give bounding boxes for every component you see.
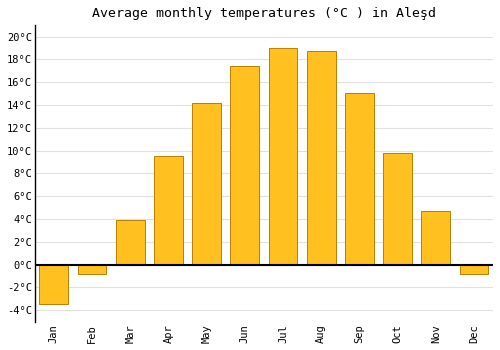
- Bar: [383, 153, 412, 265]
- Title: Average monthly temperatures (°C ) in Aleşd: Average monthly temperatures (°C ) in Al…: [92, 7, 436, 20]
- Bar: [78, 265, 106, 274]
- Bar: [230, 66, 259, 265]
- Bar: [460, 265, 488, 274]
- Bar: [116, 220, 144, 265]
- Bar: [40, 265, 68, 304]
- Bar: [192, 103, 221, 265]
- Bar: [345, 92, 374, 265]
- Bar: [307, 51, 336, 265]
- Bar: [422, 211, 450, 265]
- Bar: [268, 48, 298, 265]
- Bar: [154, 156, 182, 265]
